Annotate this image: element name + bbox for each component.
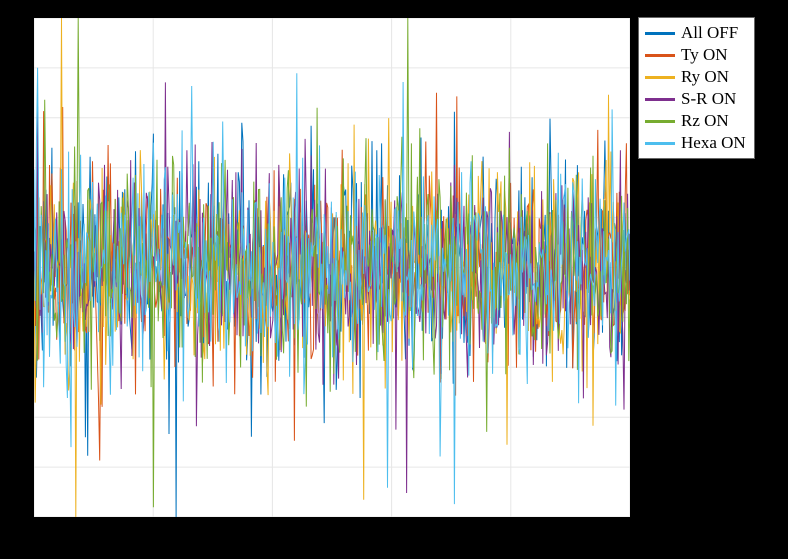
legend-item-ry-on: Ry ON [645, 66, 746, 88]
legend-item-s-r-on: S-R ON [645, 88, 746, 110]
legend-swatch [645, 120, 675, 123]
legend-swatch [645, 32, 675, 35]
plot-area [33, 17, 631, 518]
legend-swatch [645, 142, 675, 145]
legend-label: Ty ON [681, 45, 728, 65]
legend-item-ty-on: Ty ON [645, 44, 746, 66]
legend-label: Ry ON [681, 67, 729, 87]
legend-swatch [645, 76, 675, 79]
legend-item-all-off: All OFF [645, 22, 746, 44]
legend-label: S-R ON [681, 89, 736, 109]
legend-label: Hexa ON [681, 133, 746, 153]
legend-label: Rz ON [681, 111, 729, 131]
plot-svg [34, 18, 630, 517]
legend-item-hexa-on: Hexa ON [645, 132, 746, 154]
legend-swatch [645, 54, 675, 57]
legend-swatch [645, 98, 675, 101]
legend: All OFFTy ONRy ONS-R ONRz ONHexa ON [638, 17, 755, 159]
legend-item-rz-on: Rz ON [645, 110, 746, 132]
legend-label: All OFF [681, 23, 738, 43]
